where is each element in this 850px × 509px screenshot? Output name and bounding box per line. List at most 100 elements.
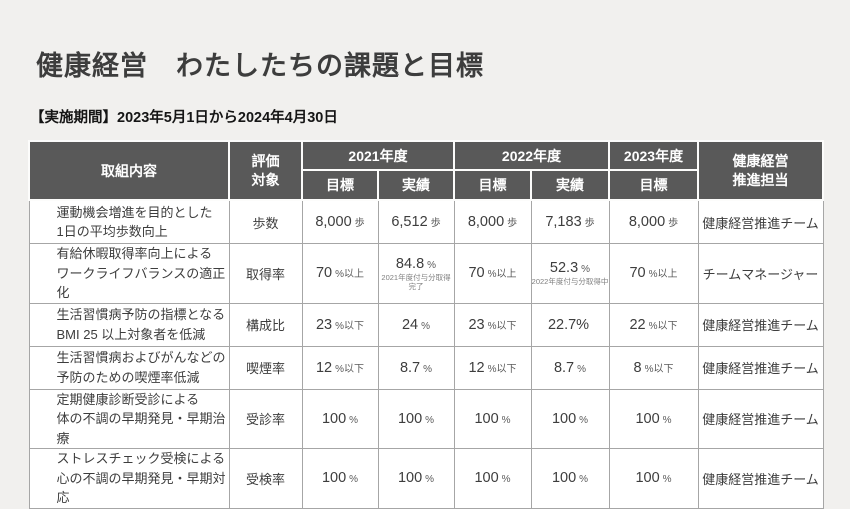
owner-cell: 健康経営推進チーム bbox=[697, 448, 824, 509]
value-cell: 100% bbox=[377, 448, 455, 509]
table-row: 定期健康診断受診による 体の不調の早期発見・早期治療 受診率 100% 100%… bbox=[28, 388, 824, 449]
value: 100 bbox=[397, 410, 423, 427]
value: 12 bbox=[315, 359, 333, 376]
value-cell: 100% bbox=[608, 388, 699, 449]
metric-cell: 受検率 bbox=[228, 448, 303, 509]
value: 23 bbox=[468, 316, 485, 333]
value: 70 bbox=[468, 265, 485, 282]
unit: %以下 bbox=[644, 363, 674, 375]
unit: %以下 bbox=[487, 363, 517, 375]
period-label: 【実施期間】2023年5月1日から2024年4月30日 bbox=[30, 110, 338, 126]
unit: % bbox=[421, 320, 431, 332]
value-cell: 8,000 歩 bbox=[608, 199, 699, 244]
unit: 歩 bbox=[584, 218, 595, 229]
value-cell: 8,000 歩 bbox=[301, 199, 379, 244]
unit: %以上 bbox=[335, 269, 365, 281]
value: 100 bbox=[635, 470, 660, 487]
value: 100 bbox=[397, 470, 423, 487]
value-cell: 100% bbox=[301, 448, 379, 509]
table-row: 有給休暇取得率向上による ワークライフバランスの適正化 取得率 70 %以上 84… bbox=[28, 243, 824, 304]
col-header-fy2021: 2021年度 bbox=[301, 140, 455, 171]
value: 100 bbox=[321, 470, 347, 487]
col-header-activity: 取組内容 bbox=[28, 140, 230, 201]
value: 7,183 bbox=[545, 214, 582, 230]
activity-cell: 定期健康診断受診による 体の不調の早期発見・早期治療 bbox=[28, 388, 230, 449]
value-cell: 8.7% bbox=[530, 345, 610, 390]
value-cell: 12 %以下 bbox=[301, 345, 379, 390]
value-cell: 100% bbox=[301, 388, 379, 449]
owner-cell: 健康経営推進チーム bbox=[697, 388, 824, 449]
activity-cell: 運動機会増進を目的とした 1日の平均歩数向上 bbox=[28, 199, 230, 244]
activity-cell: 生活習慣病およびがんなどの 予防のための喫煙率低減 bbox=[28, 345, 230, 390]
col-header-2023-goal: 目標 bbox=[608, 169, 699, 201]
unit: %以上 bbox=[648, 269, 678, 281]
value: 23 bbox=[315, 316, 333, 333]
unit: % bbox=[501, 414, 511, 426]
activity-cell: 生活習慣病予防の指標となる BMI 25 以上対象者を低減 bbox=[28, 302, 230, 347]
table-row: 生活習慣病およびがんなどの 予防のための喫煙率低減 喫煙率 12 %以下 8.7%… bbox=[28, 345, 824, 390]
table-row: 生活習慣病予防の指標となる BMI 25 以上対象者を低減 構成比 23 %以下 … bbox=[28, 302, 824, 347]
value-footnote: 2022年度付与分取得中 bbox=[531, 277, 609, 287]
unit: %以下 bbox=[335, 320, 365, 332]
value-cell: 100% bbox=[377, 388, 455, 449]
unit: % bbox=[577, 363, 587, 375]
unit: % bbox=[662, 414, 672, 426]
col-header-fy2023: 2023年度 bbox=[608, 140, 699, 171]
value-cell: 23 %以下 bbox=[453, 302, 532, 347]
value-cell: 22 %以下 bbox=[608, 302, 699, 347]
value-cell: 100% bbox=[453, 448, 532, 509]
header-row-goal-actual: 目標 実績 目標 実績 目標 bbox=[29, 169, 823, 201]
value-cell: 8 %以下 bbox=[608, 345, 699, 390]
header-row-years: 取組内容 評価 対象 2021年度 2022年度 2023年度 健康経営 推進担… bbox=[28, 140, 824, 201]
unit: % bbox=[423, 363, 433, 375]
value: 100 bbox=[551, 470, 577, 487]
value: 8,000 bbox=[467, 214, 505, 230]
page-title: 健康経営 わたしたちの課題と目標 bbox=[36, 51, 484, 81]
owner-cell: 健康経営推進チーム bbox=[697, 199, 824, 244]
value: 8.7 bbox=[399, 359, 421, 376]
value: 12 bbox=[468, 359, 485, 376]
value: 22 bbox=[629, 316, 646, 333]
metric-cell: 喫煙率 bbox=[228, 345, 303, 390]
value-cell: 100% bbox=[453, 388, 532, 449]
metric-cell: 取得率 bbox=[228, 243, 303, 304]
unit: %以上 bbox=[487, 269, 517, 281]
value: 84.8 bbox=[395, 256, 425, 273]
value-cell: 100% bbox=[530, 448, 610, 509]
value: 24 bbox=[401, 316, 419, 333]
value: 8,000 bbox=[628, 214, 666, 230]
col-header-2022-actual: 実績 bbox=[530, 169, 610, 201]
table-body: 運動機会増進を目的とした 1日の平均歩数向上 歩数 8,000 歩 6,512 歩 … bbox=[28, 199, 824, 509]
value: 6,512 bbox=[391, 214, 428, 230]
value-cell: 22.7% bbox=[530, 302, 610, 347]
value: 70 bbox=[315, 265, 333, 282]
unit: % bbox=[579, 414, 589, 426]
unit: % bbox=[425, 414, 435, 426]
metric-cell: 構成比 bbox=[228, 302, 303, 347]
value: 22.7% bbox=[547, 316, 590, 333]
table-row: 運動機会増進を目的とした 1日の平均歩数向上 歩数 8,000 歩 6,512 歩 … bbox=[28, 199, 824, 244]
value-cell: 70 %以上 bbox=[453, 243, 532, 304]
value-footnote: 2021年度付与分取得完了 bbox=[381, 273, 451, 291]
metric-cell: 歩数 bbox=[228, 199, 303, 244]
value-cell: 6,512 歩 bbox=[377, 199, 455, 244]
col-header-metric: 評価 対象 bbox=[228, 140, 303, 201]
value-cell: 24% bbox=[377, 302, 455, 347]
owner-cell: チームマネージャー bbox=[697, 243, 824, 304]
value: 100 bbox=[635, 410, 660, 427]
value-cell: 52.3% 2022年度付与分取得中 bbox=[530, 243, 610, 304]
value: 8 bbox=[633, 359, 642, 376]
table-header: 取組内容 評価 対象 2021年度 2022年度 2023年度 健康経営 推進担… bbox=[28, 140, 824, 201]
value: 52.3 bbox=[549, 260, 579, 277]
value: 100 bbox=[321, 410, 347, 427]
col-header-2021-goal: 目標 bbox=[301, 169, 379, 201]
owner-cell: 健康経営推進チーム bbox=[697, 302, 824, 347]
value-with-note: 84.8% bbox=[379, 255, 454, 273]
value: 100 bbox=[551, 410, 577, 427]
unit: 歩 bbox=[430, 218, 441, 229]
value-cell: 8.7% bbox=[377, 345, 455, 390]
col-header-2021-actual: 実績 bbox=[377, 169, 455, 201]
col-header-2022-goal: 目標 bbox=[453, 169, 532, 201]
unit: %以下 bbox=[487, 320, 517, 332]
value-with-note: 52.3% bbox=[532, 259, 609, 277]
